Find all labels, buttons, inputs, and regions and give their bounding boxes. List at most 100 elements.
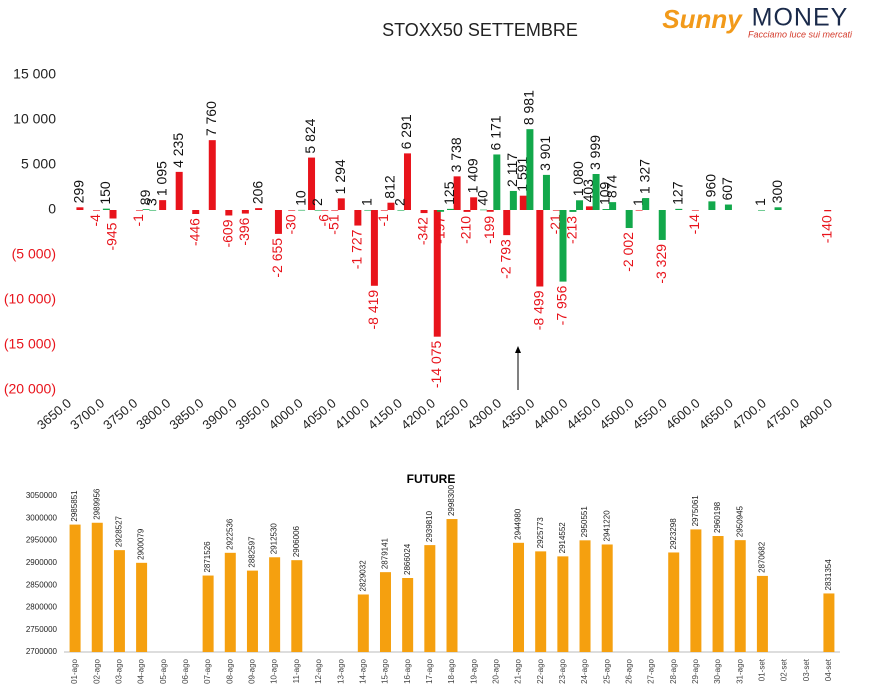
x-tick-label: 4300.0 bbox=[464, 395, 504, 432]
bar bbox=[69, 524, 81, 652]
bar bbox=[774, 207, 782, 210]
bar bbox=[402, 578, 414, 652]
data-label: 6 291 bbox=[398, 114, 414, 149]
data-label: 3 bbox=[143, 198, 159, 206]
x-tick-label: 01-ago bbox=[70, 658, 79, 683]
bar bbox=[470, 197, 478, 210]
bar bbox=[274, 210, 282, 234]
x-tick-label: 26-ago bbox=[624, 658, 633, 683]
bar bbox=[668, 552, 680, 652]
bar bbox=[513, 542, 525, 652]
data-label: 2882597 bbox=[248, 536, 257, 568]
bar bbox=[635, 209, 643, 211]
x-tick-label: 14-ago bbox=[358, 658, 367, 683]
bar bbox=[269, 557, 281, 652]
bar bbox=[559, 210, 567, 282]
data-label: 2866024 bbox=[403, 543, 412, 575]
bar bbox=[585, 206, 593, 210]
y-tick-label: 5 000 bbox=[21, 156, 56, 172]
bar bbox=[824, 210, 832, 212]
x-tick-label: 4700.0 bbox=[729, 395, 769, 432]
x-tick-label: 4250.0 bbox=[431, 395, 471, 432]
data-label: -213 bbox=[564, 216, 580, 244]
x-tick-label: 15-ago bbox=[381, 658, 390, 683]
data-label: -8 419 bbox=[365, 290, 381, 330]
data-label: 2 bbox=[392, 198, 408, 206]
bar bbox=[149, 209, 157, 211]
data-label: 2928527 bbox=[115, 515, 124, 547]
y-tick-label: 15 000 bbox=[13, 66, 56, 82]
bar bbox=[331, 210, 339, 211]
x-tick-label: 09-ago bbox=[248, 658, 257, 683]
data-label: 2831354 bbox=[824, 559, 833, 591]
data-label: -140 bbox=[818, 215, 834, 243]
data-label: 2922536 bbox=[225, 518, 234, 550]
x-tick-label: 07-ago bbox=[203, 658, 212, 683]
data-label: -51 bbox=[325, 214, 341, 234]
x-tick-label: 16-ago bbox=[403, 658, 412, 683]
bar bbox=[321, 210, 329, 211]
data-label: -446 bbox=[186, 218, 202, 246]
data-label: 2879141 bbox=[381, 537, 390, 569]
data-label: 1 080 bbox=[570, 161, 586, 196]
y-tick-label: 2950000 bbox=[26, 536, 58, 545]
x-tick-label: 4800.0 bbox=[795, 395, 835, 432]
data-label: -1 727 bbox=[349, 229, 365, 269]
x-tick-label: 4450.0 bbox=[563, 395, 603, 432]
bar bbox=[403, 153, 411, 210]
logo-sunny: Sunny bbox=[662, 4, 743, 34]
bar bbox=[379, 572, 391, 652]
data-label: -6 bbox=[315, 214, 331, 227]
bar bbox=[136, 562, 148, 652]
bar bbox=[380, 210, 388, 211]
data-label: 10 bbox=[292, 190, 308, 206]
chart-title: STOXX50 SETTEMBRE bbox=[382, 20, 578, 40]
bar bbox=[142, 209, 150, 210]
data-label: -945 bbox=[104, 222, 120, 250]
bar bbox=[552, 210, 560, 211]
data-label: 2912530 bbox=[270, 523, 279, 555]
y-tick-label: 3000000 bbox=[26, 513, 58, 522]
bar bbox=[493, 154, 501, 210]
x-tick-label: 06-ago bbox=[181, 658, 190, 683]
x-tick-label: 19-ago bbox=[469, 658, 478, 683]
data-label: 4 235 bbox=[170, 133, 186, 168]
x-tick-label: 4150.0 bbox=[365, 395, 405, 432]
data-label: 40 bbox=[474, 190, 490, 206]
x-tick-label: 4050.0 bbox=[299, 395, 339, 432]
data-label: -1 bbox=[375, 214, 391, 227]
x-tick-label: 18-ago bbox=[447, 658, 456, 683]
bar bbox=[92, 210, 100, 211]
bar bbox=[756, 575, 768, 652]
x-tick-label: 24-ago bbox=[580, 658, 589, 683]
x-tick-label: 08-ago bbox=[225, 658, 234, 683]
x-tick-label: 04-set bbox=[824, 658, 833, 681]
x-tick-label: 3750.0 bbox=[100, 395, 140, 432]
y-tick-label: 2750000 bbox=[26, 625, 58, 634]
bar bbox=[224, 552, 236, 652]
x-tick-label: 02-ago bbox=[92, 658, 101, 683]
bar bbox=[503, 210, 511, 236]
x-tick-label: 4550.0 bbox=[630, 395, 670, 432]
data-label: 5 824 bbox=[302, 118, 318, 153]
bar bbox=[76, 207, 84, 210]
x-tick-label: 17-ago bbox=[425, 658, 434, 683]
data-label: 125 bbox=[441, 181, 457, 205]
data-label: 1 bbox=[358, 198, 374, 206]
y-tick-label: 2700000 bbox=[26, 647, 58, 656]
x-tick-label: 13-ago bbox=[336, 658, 345, 683]
data-label: -197 bbox=[431, 216, 447, 244]
bar bbox=[557, 556, 569, 652]
data-label: 2914552 bbox=[558, 522, 567, 554]
bar bbox=[602, 209, 610, 210]
bar bbox=[519, 195, 527, 210]
bar bbox=[314, 209, 322, 211]
bar bbox=[601, 544, 613, 652]
logo-money: MONEY bbox=[752, 4, 849, 32]
bar bbox=[298, 209, 306, 211]
x-tick-label: 28-ago bbox=[669, 658, 678, 683]
data-label: -199 bbox=[481, 216, 497, 244]
data-label: -609 bbox=[220, 219, 236, 247]
x-tick-label: 4400.0 bbox=[530, 395, 570, 432]
